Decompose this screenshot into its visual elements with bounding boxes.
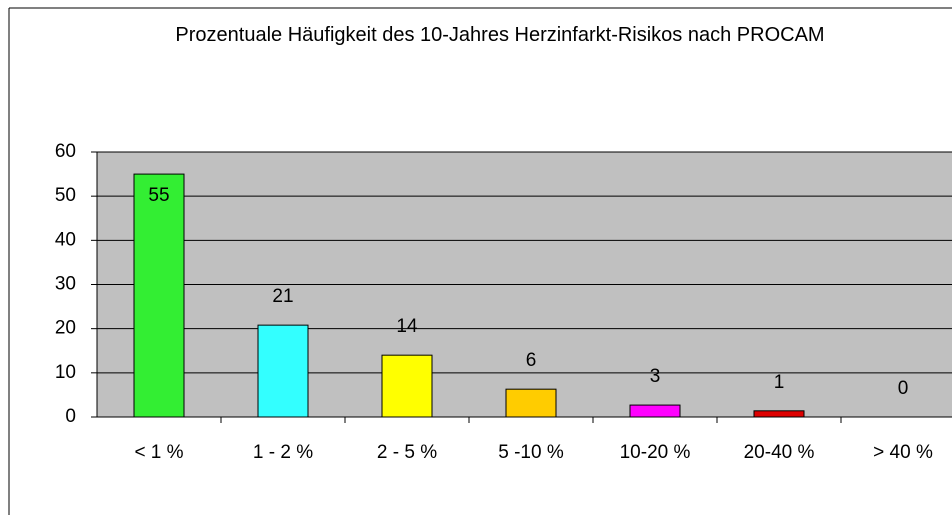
x-tick-label: > 40 % [873,442,933,463]
data-label: 6 [526,350,537,371]
y-tick-label: 10 [55,362,76,383]
x-tick-label: 1 - 2 % [253,442,313,463]
bar [381,354,433,418]
y-tick-label: 60 [55,141,76,162]
x-tick-label: < 1 % [134,442,183,463]
data-label: 3 [650,366,661,387]
data-label: 1 [774,372,785,393]
bar [753,410,805,418]
y-tick-label: 40 [55,229,76,250]
y-tick-label: 0 [65,406,76,427]
x-tick-label: 20-40 % [744,442,815,463]
bar [629,404,681,418]
x-tick-label: 2 - 5 % [377,442,437,463]
x-tick-label: 10-20 % [620,442,691,463]
y-tick-label: 20 [55,318,76,339]
data-label: 14 [396,316,418,337]
chart-title: Prozentuale Häufigkeit des 10-Jahres Her… [175,24,825,46]
data-label: 55 [148,185,169,206]
x-tick-label: 5 -10 % [498,442,564,463]
bar [505,388,557,418]
y-tick-label: 50 [55,185,76,206]
data-label: 0 [898,378,909,399]
bar [257,324,309,418]
data-label: 21 [272,286,293,307]
y-tick-label: 30 [55,274,76,295]
bar [133,173,185,418]
